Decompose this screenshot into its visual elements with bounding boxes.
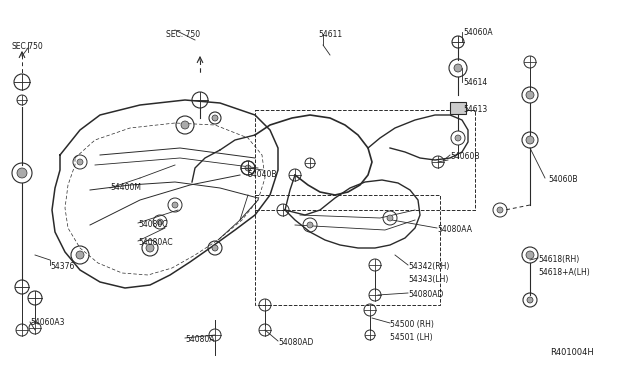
Circle shape xyxy=(245,165,251,171)
Text: 54618(RH): 54618(RH) xyxy=(538,255,579,264)
Text: 54400M: 54400M xyxy=(110,183,141,192)
Text: 54060A: 54060A xyxy=(463,28,493,37)
Bar xyxy=(255,110,475,210)
Circle shape xyxy=(77,159,83,165)
Circle shape xyxy=(527,297,533,303)
Text: 54080AD: 54080AD xyxy=(408,290,444,299)
Circle shape xyxy=(76,251,84,259)
Text: 54080AC: 54080AC xyxy=(138,238,173,247)
Text: 54501 (LH): 54501 (LH) xyxy=(390,333,433,342)
Text: 54376: 54376 xyxy=(50,262,74,271)
Circle shape xyxy=(307,222,313,228)
Circle shape xyxy=(526,136,534,144)
Circle shape xyxy=(526,251,534,259)
Circle shape xyxy=(17,168,27,178)
Text: 54060A3: 54060A3 xyxy=(30,318,65,327)
Text: 54618+A(LH): 54618+A(LH) xyxy=(538,268,589,277)
Circle shape xyxy=(157,219,163,225)
Text: 54060B: 54060B xyxy=(548,175,577,184)
Bar xyxy=(255,195,440,305)
Text: SEC. 750: SEC. 750 xyxy=(166,30,200,39)
Circle shape xyxy=(455,135,461,141)
Text: 54080C: 54080C xyxy=(138,220,168,229)
Circle shape xyxy=(212,115,218,121)
Text: 54080A: 54080A xyxy=(185,335,214,344)
Circle shape xyxy=(146,244,154,252)
Text: SEC.750: SEC.750 xyxy=(12,42,44,51)
Text: 54611: 54611 xyxy=(318,30,342,39)
Text: 54343(LH): 54343(LH) xyxy=(408,275,449,284)
Circle shape xyxy=(181,121,189,129)
Circle shape xyxy=(454,64,462,72)
Text: 54500 (RH): 54500 (RH) xyxy=(390,320,434,329)
Text: 54040B: 54040B xyxy=(247,170,276,179)
Text: 54342(RH): 54342(RH) xyxy=(408,262,449,271)
Text: 54614: 54614 xyxy=(463,78,487,87)
Circle shape xyxy=(172,202,178,208)
Bar xyxy=(450,102,466,114)
Text: 54080AD: 54080AD xyxy=(278,338,314,347)
Text: 54080AA: 54080AA xyxy=(437,225,472,234)
Circle shape xyxy=(497,207,503,213)
Text: 54060B: 54060B xyxy=(450,152,479,161)
Circle shape xyxy=(387,215,393,221)
Text: 54613: 54613 xyxy=(463,105,487,114)
Text: R401004H: R401004H xyxy=(550,348,594,357)
Circle shape xyxy=(212,245,218,251)
Circle shape xyxy=(526,91,534,99)
